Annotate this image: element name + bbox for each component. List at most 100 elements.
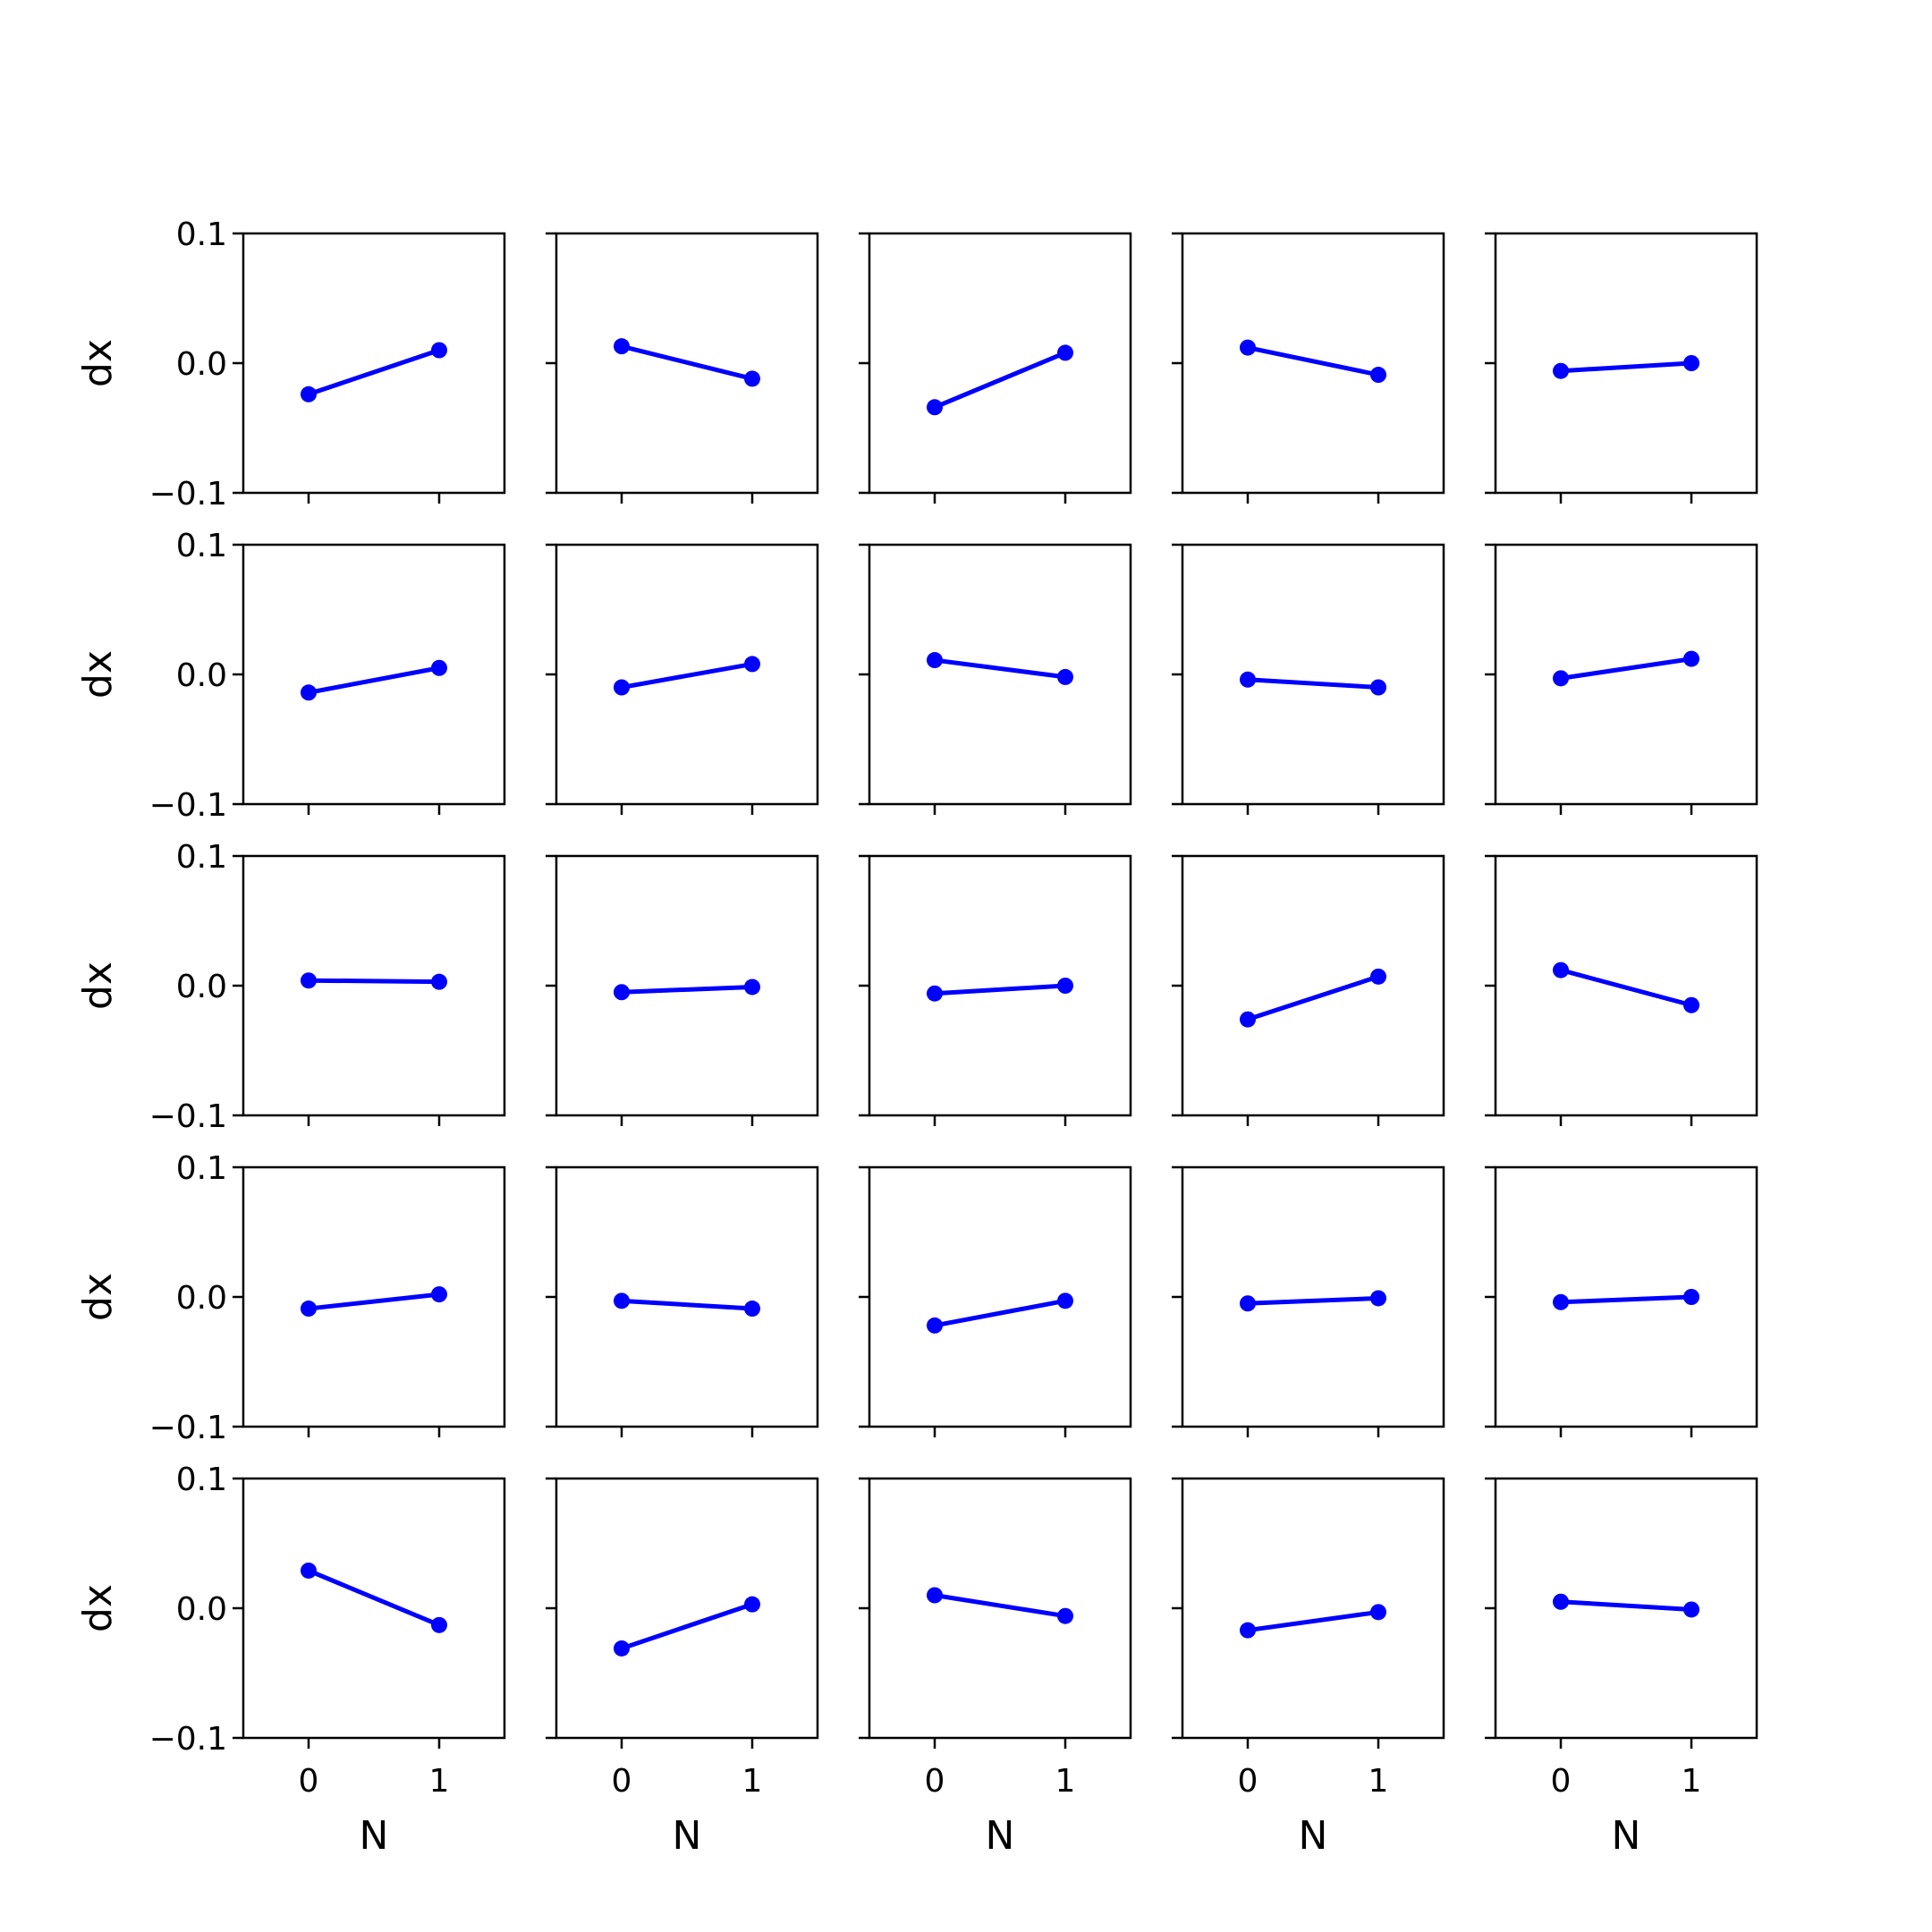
data-point	[1370, 1290, 1386, 1307]
data-point	[301, 972, 317, 989]
data-point	[1553, 962, 1569, 979]
data-point	[1240, 671, 1256, 688]
data-point	[431, 973, 447, 990]
series-line	[621, 343, 753, 381]
subplot-r2-c5	[1485, 543, 1758, 815]
data-point	[744, 656, 760, 673]
data-point	[1240, 1295, 1256, 1312]
data-point	[431, 1286, 447, 1303]
subplot-r4-c5	[1485, 1165, 1758, 1437]
subplot-r5-c5: 0 1 N	[1485, 1477, 1758, 1859]
subplot-r5-c1: 0.1 0.0 −0.1 0 1 dx N	[75, 1462, 506, 1859]
data-point	[1683, 996, 1699, 1013]
data-point	[614, 1640, 630, 1657]
subplot-grid: 0.10.0−0.1dx0.10.0−0.1dx0.10.0−0.1dx0.10…	[75, 216, 1758, 1859]
subplot-r3-c4	[1172, 854, 1445, 1126]
series-line	[1560, 1599, 1692, 1612]
subplot-r4-c4	[1172, 1165, 1445, 1437]
y-tick-label: 0.0	[176, 657, 227, 694]
x-tick-label: 0	[1238, 1763, 1258, 1800]
x-tick-label: 1	[1368, 1763, 1389, 1800]
data-point	[614, 679, 630, 696]
y-axis-label: dx	[75, 962, 121, 1010]
subplot-r2-c3	[859, 543, 1132, 815]
series-line	[1560, 657, 1692, 681]
data-point	[1683, 650, 1699, 667]
series-line	[1247, 345, 1379, 377]
data-point	[1057, 978, 1073, 994]
subplot-r5-c4: 0 1 N	[1172, 1477, 1445, 1859]
y-tick-label: 0.0	[176, 346, 227, 383]
subplot-r2-c1: 0.1 0.0 −0.1 dx	[75, 528, 506, 824]
data-point	[431, 342, 447, 359]
x-axis-label: N	[360, 1813, 389, 1859]
series-line	[621, 661, 753, 690]
data-point	[1553, 670, 1569, 687]
x-tick-label: 1	[1055, 1763, 1076, 1800]
data-point	[1240, 1622, 1256, 1639]
subplot-r3-c1: 0.1 0.0 −0.1 dx	[75, 839, 506, 1135]
y-tick-label: −0.1	[149, 1410, 227, 1446]
data-point	[301, 684, 317, 701]
x-axis-label: N	[673, 1813, 702, 1859]
series-line	[621, 1298, 753, 1311]
series-line	[1247, 1295, 1379, 1306]
data-point	[431, 1616, 447, 1633]
series-line	[1560, 360, 1692, 374]
data-point	[614, 1292, 630, 1309]
y-tick-label: 0.0	[176, 969, 227, 1005]
y-axis-label: dx	[75, 1584, 121, 1632]
series-line	[1247, 677, 1379, 690]
y-axis-label: dx	[75, 1273, 121, 1321]
subplot-r1-c2	[546, 232, 819, 504]
x-tick-label: 0	[925, 1763, 945, 1800]
data-point	[1370, 968, 1386, 985]
subplot-r2-c2	[546, 543, 819, 815]
data-point	[744, 979, 760, 996]
series-line	[308, 1568, 440, 1628]
subplot-r5-c2: 0 1 N	[546, 1477, 819, 1859]
x-axis-label: N	[1612, 1813, 1641, 1859]
series-line	[308, 348, 440, 397]
data-point	[1553, 1293, 1569, 1310]
data-point	[1683, 1289, 1699, 1305]
data-point	[1057, 1607, 1073, 1624]
data-point	[1057, 668, 1073, 685]
y-axis-label: dx	[75, 650, 121, 699]
data-point	[1240, 339, 1256, 356]
subplot-r3-c2	[546, 854, 819, 1126]
data-point	[1683, 355, 1699, 371]
subplot-r1-c1: 0.1 0.0 −0.1 dx	[75, 216, 506, 513]
series-line	[308, 978, 440, 985]
x-tick-label: 1	[742, 1763, 763, 1800]
data-point	[927, 1317, 943, 1334]
y-tick-label: −0.1	[149, 1721, 227, 1758]
series-line	[308, 1292, 440, 1311]
x-tick-label: 0	[299, 1763, 319, 1800]
subplot-r1-c5	[1485, 232, 1758, 504]
data-point	[1683, 1601, 1699, 1618]
x-tick-label: 0	[1551, 1763, 1572, 1800]
subplot-r4-c3	[859, 1165, 1132, 1437]
data-point	[1370, 679, 1386, 696]
y-tick-label: 0.1	[176, 528, 227, 564]
data-point	[1370, 367, 1386, 384]
data-point	[744, 1596, 760, 1613]
y-tick-label: 0.1	[176, 216, 227, 253]
y-tick-label: −0.1	[149, 476, 227, 513]
subplot-r3-c3	[859, 854, 1132, 1126]
data-point	[744, 1301, 760, 1318]
subplot-r2-c4	[1172, 543, 1445, 815]
data-point	[927, 652, 943, 669]
data-point	[1240, 1011, 1256, 1028]
series-line	[1560, 968, 1692, 1008]
x-tick-label: 1	[1682, 1763, 1702, 1800]
x-tick-label: 1	[429, 1763, 450, 1800]
series-line	[934, 1298, 1066, 1328]
data-point	[927, 399, 943, 416]
data-point	[301, 1301, 317, 1318]
series-line	[934, 657, 1066, 680]
data-point	[1370, 1604, 1386, 1621]
series-line	[1560, 1294, 1692, 1305]
